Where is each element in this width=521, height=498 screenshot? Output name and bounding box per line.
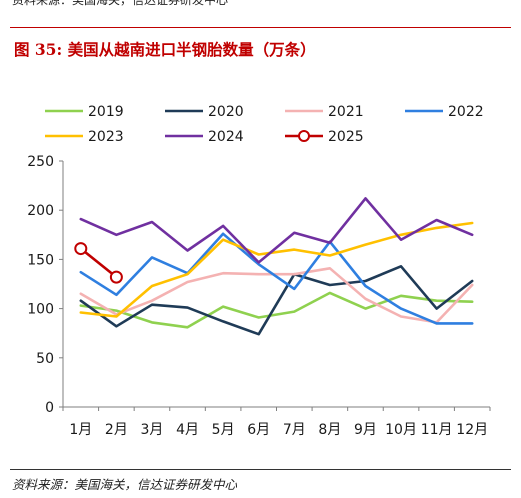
series-point-2025: [74, 242, 88, 256]
x-tick-label: 12月: [456, 422, 488, 438]
top-text-snippet: 资料来源：美国海关，信达证券研发中心: [12, 0, 229, 7]
series-line-2020: [79, 264, 474, 336]
x-tick-label: 5月: [212, 422, 235, 438]
series-line-2021: [79, 266, 474, 324]
legend-label-2020: 2020: [208, 104, 244, 120]
series-line-2019: [79, 291, 474, 329]
x-tick-label: 4月: [176, 422, 199, 438]
series-line-2022: [79, 232, 474, 325]
legend-label-2021: 2021: [328, 104, 364, 120]
x-tick-label: 3月: [140, 422, 163, 438]
legend-marker-2025: [298, 130, 310, 142]
x-tick-label: 9月: [354, 422, 377, 438]
figure-title: 图 35: 美国从越南进口半钢胎数量（万条）: [14, 40, 316, 59]
legend-label-2023: 2023: [88, 129, 124, 145]
x-tick-label: 7月: [283, 422, 306, 438]
y-tick-label: 150: [27, 252, 54, 268]
legend-label-2022: 2022: [448, 104, 484, 120]
y-tick-label: 50: [36, 351, 54, 367]
x-tick-label: 2月: [105, 422, 128, 438]
x-tick-label: 1月: [69, 422, 92, 438]
series-line-2023: [79, 221, 474, 318]
x-tick-label: 8月: [318, 422, 341, 438]
series-line-2025: [79, 247, 118, 279]
x-tick-label: 6月: [247, 422, 270, 438]
legend-label-2025: 2025: [328, 129, 364, 145]
y-tick-label: 0: [45, 400, 54, 416]
y-tick-label: 250: [27, 154, 54, 170]
x-tick-label: 11月: [421, 422, 453, 438]
legend-label-2024: 2024: [208, 129, 244, 145]
legend-label-2019: 2019: [88, 104, 124, 120]
series-point-2025: [109, 270, 123, 284]
chart-series: [74, 197, 474, 336]
y-tick-label: 100: [27, 302, 54, 318]
title-rule: [10, 27, 511, 28]
series-line-2024: [79, 197, 474, 264]
chart-axes: 0 50 100 150 200 250 1月 2月 3月 4月 5月 6月 7月 8月 9月 10月 11月 1…: [27, 154, 491, 438]
source-note: 资料来源：美国海关，信达证券研发中心: [12, 477, 238, 492]
source-rule: [10, 469, 511, 470]
chart-legend: 2019 2020 2021 2022 2023 2024 2025: [45, 104, 484, 145]
y-tick-label: 200: [27, 203, 54, 219]
x-tick-label: 10月: [385, 422, 417, 438]
